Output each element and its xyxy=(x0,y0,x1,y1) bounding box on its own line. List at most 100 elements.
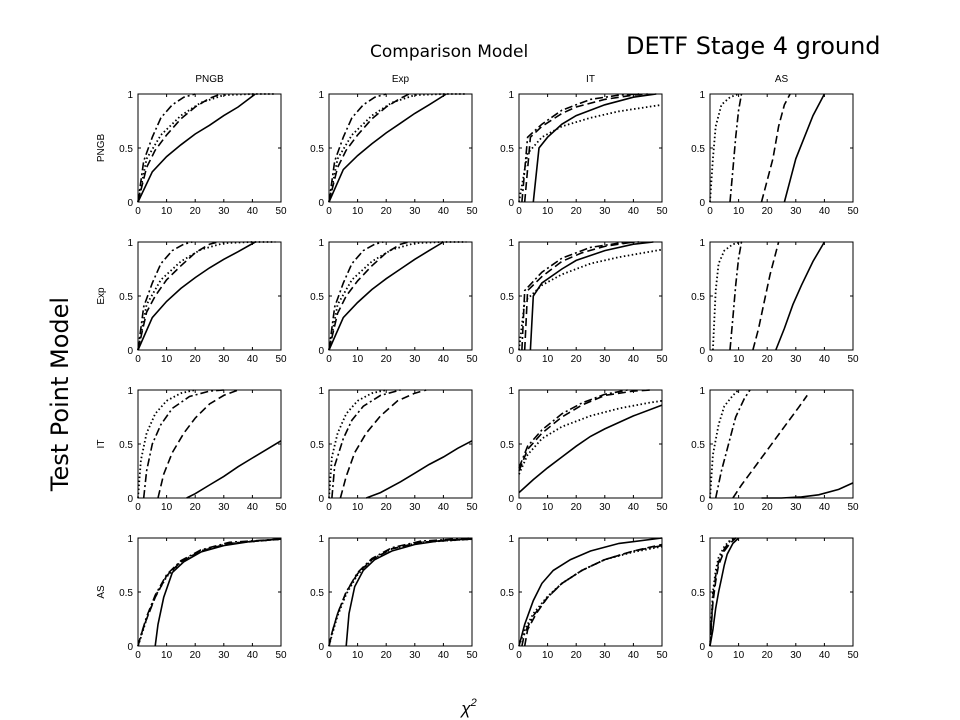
x-tick-label: 0 xyxy=(516,354,522,365)
x-tick-label: 50 xyxy=(656,354,668,365)
x-tick-label: 0 xyxy=(707,354,713,365)
y-tick-label: 0 xyxy=(318,642,324,653)
x-tick-label: 50 xyxy=(275,650,287,661)
series-line-dashed xyxy=(760,93,791,203)
column-title-as: AS xyxy=(775,74,789,85)
x-tick-label: 30 xyxy=(409,206,421,217)
series-line-dashdot xyxy=(328,241,384,351)
panel-frame xyxy=(328,93,473,203)
series-line-dotted xyxy=(328,93,467,203)
x-tick-label: 50 xyxy=(275,354,287,365)
series-line-dashdot xyxy=(714,389,751,499)
y-tick-label: 1 xyxy=(318,534,324,545)
x-tick-label: 30 xyxy=(409,650,421,661)
series-line-dashdot xyxy=(328,93,387,203)
series-line-dashdot xyxy=(328,537,473,647)
x-tick-label: 0 xyxy=(135,354,141,365)
series-line-solid xyxy=(137,241,256,351)
y-tick-label: 1 xyxy=(508,238,514,249)
x-tick-label: 20 xyxy=(381,502,393,513)
panel-frame xyxy=(137,241,282,351)
panel-frame xyxy=(137,389,282,499)
y-tick-label: 1 xyxy=(699,534,705,545)
x-tick-label: 20 xyxy=(571,502,583,513)
y-tick-label: 0 xyxy=(508,198,514,209)
x-tick-label: 50 xyxy=(466,650,478,661)
x-tick-label: 30 xyxy=(218,650,230,661)
series-line-dashdot xyxy=(521,93,640,203)
panel-it-vs-pngb: 0 10 20 30 40 50 0 0.5 1 xyxy=(119,386,287,513)
series-line-dashdot xyxy=(518,389,628,469)
x-tick-label: 0 xyxy=(516,206,522,217)
y-tick-label: 0 xyxy=(699,494,705,505)
y-tick-label: 0.5 xyxy=(119,588,133,599)
y-tick-label: 0.5 xyxy=(119,292,133,303)
panel-it-vs-as: 0 10 20 30 40 50 0 0.5 1 xyxy=(691,386,859,513)
y-tick-label: 0.5 xyxy=(310,144,324,155)
x-tick-label: 50 xyxy=(847,502,859,513)
column-title-pngb: PNGB xyxy=(195,74,224,85)
x-tick-label: 30 xyxy=(790,650,802,661)
x-tick-label: 40 xyxy=(438,354,450,365)
x-tick-label: 40 xyxy=(819,206,831,217)
x-tick-label: 40 xyxy=(628,502,640,513)
series-line-solid xyxy=(154,538,282,647)
panel-it-vs-exp: 0 10 20 30 40 50 0 0.5 1 xyxy=(310,386,478,513)
y-tick-label: 0 xyxy=(318,346,324,357)
x-tick-label: 10 xyxy=(733,502,745,513)
x-tick-label: 40 xyxy=(247,650,259,661)
series-line-dashdot xyxy=(137,538,282,647)
y-tick-label: 0 xyxy=(699,642,705,653)
x-tick-label: 30 xyxy=(599,502,611,513)
y-tick-label: 1 xyxy=(508,534,514,545)
x-tick-label: 10 xyxy=(542,502,554,513)
series-line-dashdot xyxy=(137,241,193,351)
row-label-pngb: PNGB xyxy=(96,134,107,163)
x-tick-label: 40 xyxy=(247,206,259,217)
series-line-dashed xyxy=(523,241,634,351)
y-tick-label: 1 xyxy=(699,386,705,397)
x-tick-label: 20 xyxy=(762,354,774,365)
panel-frame xyxy=(137,537,282,647)
series-line-dashed xyxy=(157,389,239,499)
series-line-solid xyxy=(783,93,826,203)
y-tick-label: 1 xyxy=(318,238,324,249)
x-tick-label: 30 xyxy=(218,206,230,217)
series-line-dotted xyxy=(328,389,387,499)
series-line-solid xyxy=(532,93,657,203)
x-tick-label: 40 xyxy=(819,502,831,513)
x-tick-label: 30 xyxy=(409,502,421,513)
y-tick-label: 1 xyxy=(127,90,133,101)
series-line-dotted xyxy=(518,248,663,351)
series-line-solid xyxy=(761,482,854,499)
series-line-solid xyxy=(328,241,444,351)
x-tick-label: 50 xyxy=(275,206,287,217)
x-tick-label: 0 xyxy=(326,650,332,661)
series-line-solid xyxy=(345,538,473,647)
series-line-solid xyxy=(709,537,740,647)
column-title-it: IT xyxy=(586,74,595,85)
y-tick-label: 0 xyxy=(127,198,133,209)
series-line-dotted xyxy=(137,241,276,351)
series-line-dashed xyxy=(518,389,651,472)
series-line-solid xyxy=(529,241,654,351)
x-tick-label: 30 xyxy=(790,502,802,513)
x-tick-label: 40 xyxy=(247,354,259,365)
panel-as-vs-exp: 0 10 20 30 40 50 0 0.5 1 xyxy=(310,534,478,661)
x-tick-label: 10 xyxy=(352,650,364,661)
series-line-solid xyxy=(328,93,447,203)
x-tick-label: 20 xyxy=(571,650,583,661)
x-tick-label: 20 xyxy=(381,650,393,661)
y-tick-label: 1 xyxy=(318,386,324,397)
series-line-dashdot xyxy=(137,93,196,203)
column-title-exp: Exp xyxy=(392,74,410,85)
x-tick-label: 10 xyxy=(161,206,173,217)
x-tick-label: 0 xyxy=(326,354,332,365)
x-tick-label: 30 xyxy=(409,354,421,365)
y-tick-label: 0 xyxy=(508,346,514,357)
x-tick-label: 10 xyxy=(733,650,745,661)
panel-exp-vs-it: 0 10 20 30 40 50 0 0.5 1 xyxy=(500,238,668,365)
x-tick-label: 10 xyxy=(352,354,364,365)
y-tick-label: 1 xyxy=(508,386,514,397)
